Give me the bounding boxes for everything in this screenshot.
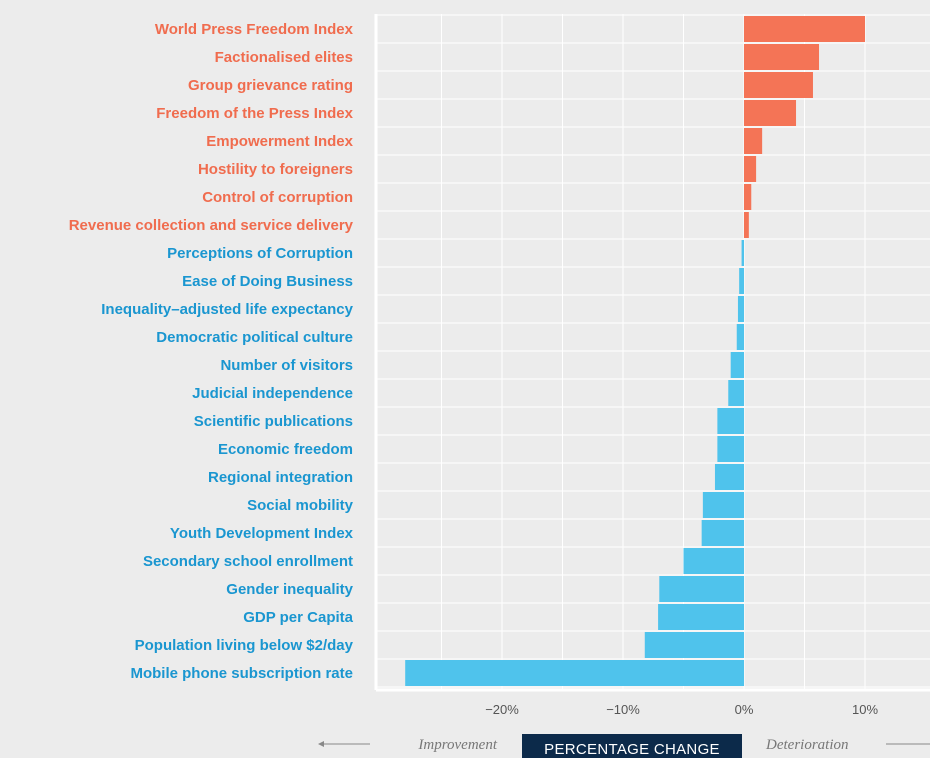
bar bbox=[744, 100, 797, 126]
bar bbox=[659, 576, 744, 602]
x-tick-label: 10% bbox=[852, 702, 878, 717]
category-label: Regional integration bbox=[208, 469, 353, 486]
category-label: Democratic political culture bbox=[156, 329, 353, 346]
bar bbox=[702, 492, 744, 518]
improvement-arrowhead bbox=[318, 741, 324, 747]
bar bbox=[717, 408, 744, 434]
category-label: Empowerment Index bbox=[206, 133, 353, 150]
category-label: Mobile phone subscription rate bbox=[130, 665, 353, 682]
bar bbox=[744, 44, 820, 70]
category-label: Number of visitors bbox=[220, 357, 353, 374]
bar bbox=[717, 436, 744, 462]
category-label: Social mobility bbox=[247, 497, 354, 514]
category-label: Ease of Doing Business bbox=[182, 273, 353, 290]
category-label: GDP per Capita bbox=[243, 609, 353, 626]
x-tick-label: −10% bbox=[606, 702, 640, 717]
bar bbox=[405, 660, 744, 686]
deterioration-label: Deterioration bbox=[765, 737, 849, 753]
category-label: Economic freedom bbox=[218, 441, 353, 458]
bar bbox=[744, 156, 757, 182]
category-label: Factionalised elites bbox=[215, 49, 353, 66]
bar bbox=[744, 184, 752, 210]
x-axis bbox=[374, 14, 930, 692]
category-label: Revenue collection and service delivery bbox=[69, 217, 354, 234]
bar bbox=[683, 548, 744, 574]
category-label: Control of corruption bbox=[202, 189, 353, 206]
bar bbox=[658, 604, 744, 630]
bar bbox=[736, 324, 744, 350]
category-label: Youth Development Index bbox=[170, 525, 354, 542]
percentage-change-box bbox=[522, 734, 742, 758]
category-label: Hostility to foreigners bbox=[198, 161, 353, 178]
bar bbox=[741, 240, 744, 266]
category-label: World Press Freedom Index bbox=[155, 21, 354, 38]
category-label: Secondary school enrollment bbox=[143, 553, 353, 570]
category-label: Freedom of the Press Index bbox=[156, 105, 353, 122]
bar bbox=[739, 268, 744, 294]
grid bbox=[376, 14, 930, 690]
category-label: Scientific publications bbox=[194, 413, 353, 430]
bar bbox=[744, 16, 865, 42]
x-tick-labels: −20% −10% 0% 10% bbox=[485, 702, 878, 717]
bar bbox=[737, 296, 744, 322]
category-label: Inequality–adjusted life expectancy bbox=[101, 301, 353, 318]
bar bbox=[644, 632, 744, 658]
category-labels: World Press Freedom Index Factionalised e… bbox=[69, 21, 354, 682]
bar bbox=[701, 520, 744, 546]
category-label: Population living below $2/day bbox=[135, 637, 354, 654]
axis-legend: Improvement PERCENTAGE CHANGE Deteriorat… bbox=[318, 734, 930, 758]
bar bbox=[744, 212, 749, 238]
improvement-label: Improvement bbox=[417, 737, 497, 753]
x-tick-label: −20% bbox=[485, 702, 519, 717]
category-label: Gender inequality bbox=[226, 581, 353, 598]
bar bbox=[744, 128, 763, 154]
bars bbox=[405, 16, 865, 686]
x-tick-label: 0% bbox=[735, 702, 754, 717]
bar bbox=[714, 464, 744, 490]
bar bbox=[728, 380, 744, 406]
bar bbox=[744, 72, 813, 98]
category-label: Group grievance rating bbox=[188, 77, 353, 94]
bar bbox=[730, 352, 744, 378]
category-label: Perceptions of Corruption bbox=[167, 245, 353, 262]
category-label: Judicial independence bbox=[192, 385, 353, 402]
x-axis-title: PERCENTAGE CHANGE bbox=[544, 741, 720, 758]
